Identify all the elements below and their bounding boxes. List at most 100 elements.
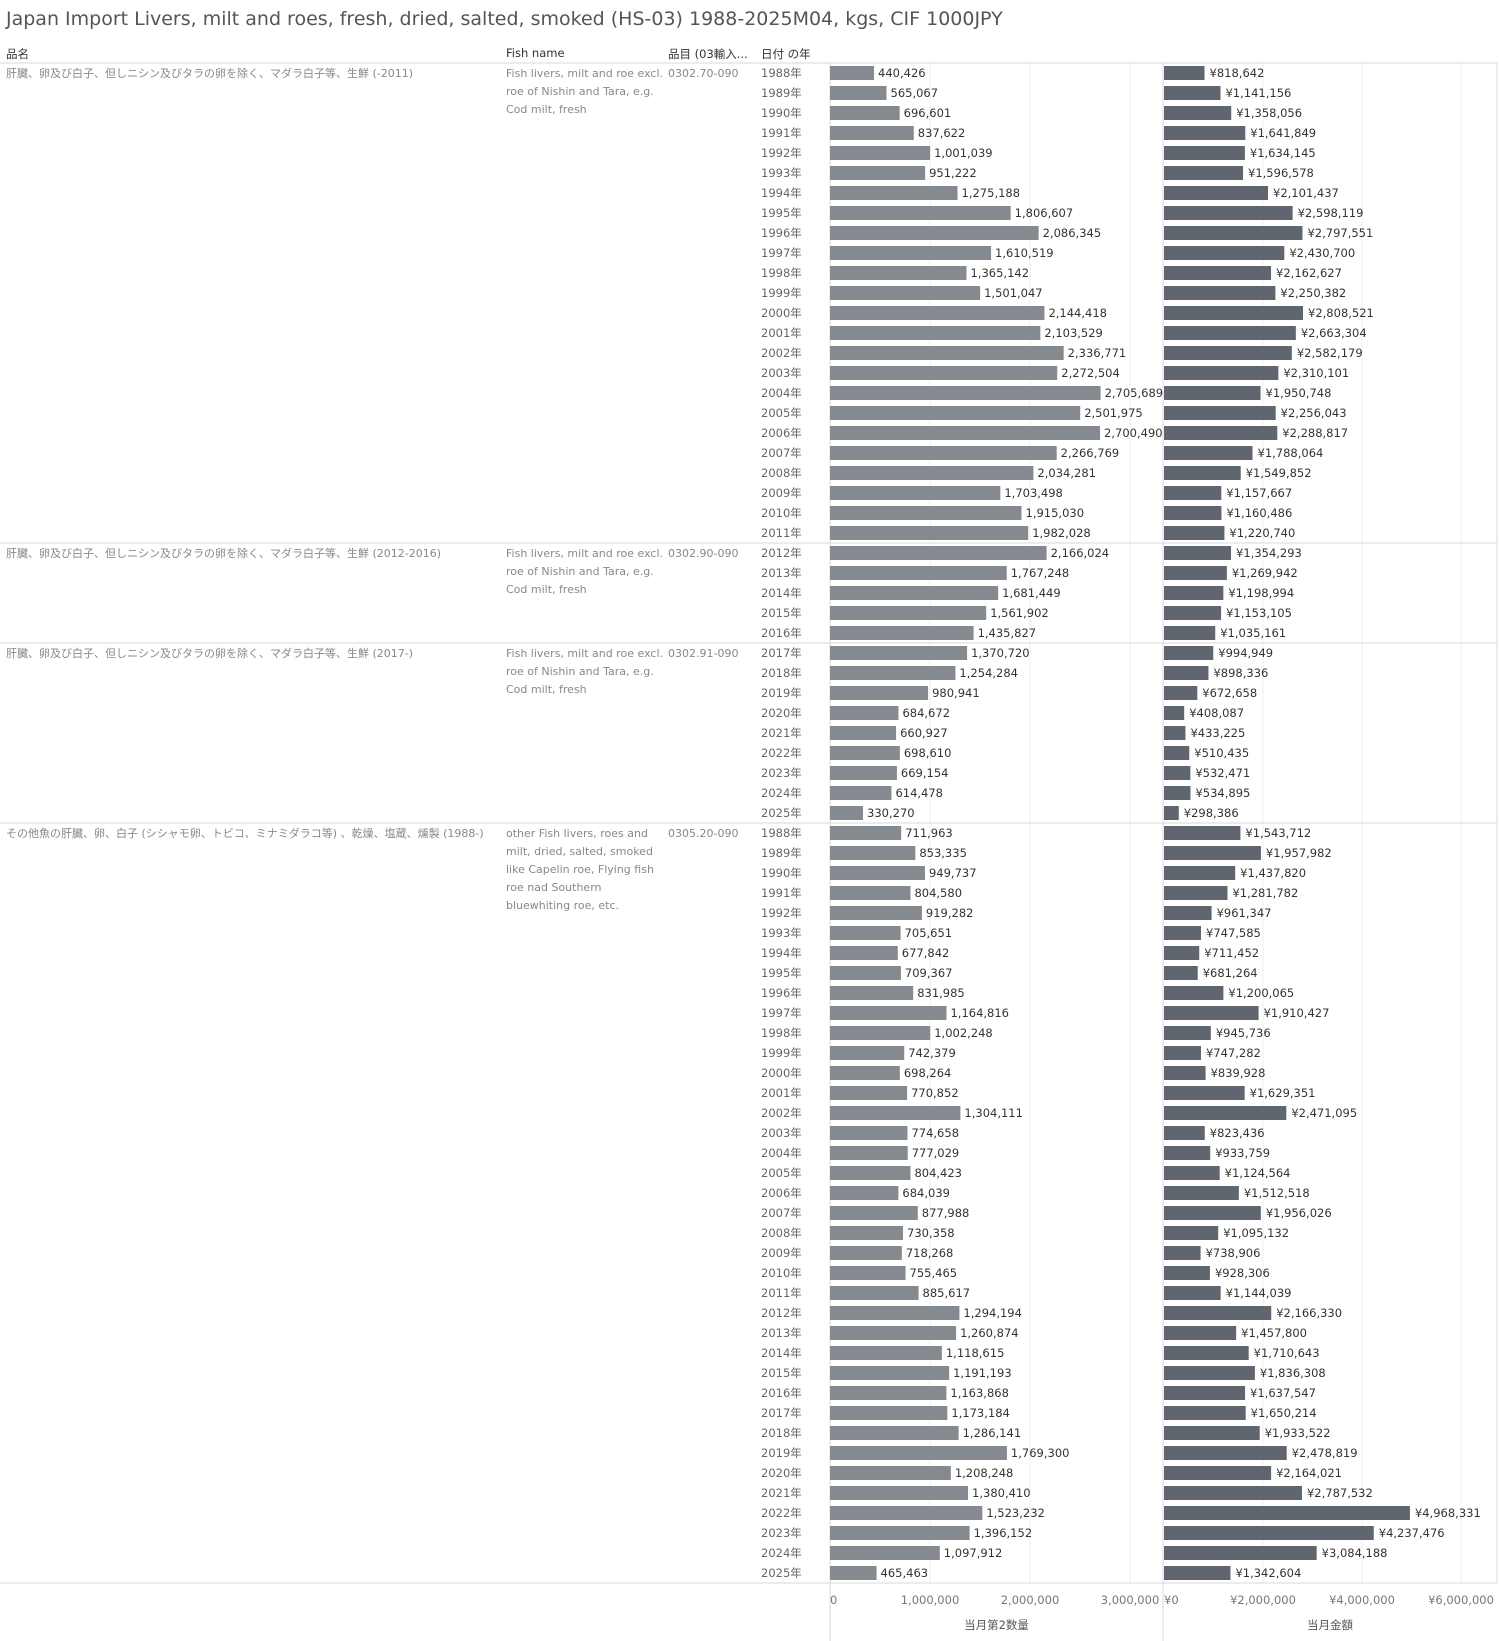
value-bar[interactable]	[1164, 206, 1293, 220]
value-bar[interactable]	[1164, 1346, 1249, 1360]
value-bar[interactable]	[1164, 726, 1186, 740]
quantity-bar[interactable]	[830, 826, 902, 840]
value-bar[interactable]	[1164, 246, 1285, 260]
quantity-bar[interactable]	[830, 706, 899, 720]
value-bar[interactable]	[1164, 1326, 1237, 1340]
quantity-bar[interactable]	[830, 946, 898, 960]
value-bar[interactable]	[1164, 1466, 1272, 1480]
quantity-bar[interactable]	[830, 386, 1101, 400]
quantity-bar[interactable]	[830, 1266, 906, 1280]
value-bar[interactable]	[1164, 1266, 1210, 1280]
quantity-bar[interactable]	[830, 546, 1047, 560]
value-bar[interactable]	[1164, 1126, 1205, 1140]
value-bar[interactable]	[1164, 686, 1198, 700]
quantity-bar[interactable]	[830, 1146, 908, 1160]
value-bar[interactable]	[1164, 1506, 1410, 1520]
value-bar[interactable]	[1164, 706, 1185, 720]
quantity-bar[interactable]	[830, 986, 914, 1000]
quantity-bar[interactable]	[830, 1046, 905, 1060]
value-bar[interactable]	[1164, 1306, 1272, 1320]
quantity-bar[interactable]	[830, 106, 900, 120]
value-bar[interactable]	[1164, 946, 1200, 960]
quantity-bar[interactable]	[830, 1246, 902, 1260]
quantity-bar[interactable]	[830, 1166, 911, 1180]
quantity-bar[interactable]	[830, 426, 1101, 440]
quantity-bar[interactable]	[830, 246, 992, 260]
quantity-bar[interactable]	[830, 866, 925, 880]
value-bar[interactable]	[1164, 1186, 1239, 1200]
quantity-bar[interactable]	[830, 606, 987, 620]
value-bar[interactable]	[1164, 886, 1228, 900]
value-bar[interactable]	[1164, 1226, 1219, 1240]
quantity-bar[interactable]	[830, 1366, 950, 1380]
quantity-bar[interactable]	[830, 646, 968, 660]
value-bar[interactable]	[1164, 1166, 1220, 1180]
value-bar[interactable]	[1164, 1426, 1260, 1440]
quantity-bar[interactable]	[830, 1426, 959, 1440]
value-bar[interactable]	[1164, 906, 1212, 920]
value-bar[interactable]	[1164, 1566, 1231, 1580]
quantity-bar[interactable]	[830, 966, 901, 980]
value-bar[interactable]	[1164, 1446, 1287, 1460]
value-bar[interactable]	[1164, 366, 1279, 380]
value-bar[interactable]	[1164, 606, 1222, 620]
value-bar[interactable]	[1164, 1146, 1211, 1160]
value-bar[interactable]	[1164, 1546, 1317, 1560]
quantity-bar[interactable]	[830, 406, 1081, 420]
value-bar[interactable]	[1164, 1086, 1245, 1100]
quantity-bar[interactable]	[830, 1086, 908, 1100]
value-bar[interactable]	[1164, 286, 1276, 300]
quantity-bar[interactable]	[830, 1006, 947, 1020]
header-year[interactable]: 日付 の年	[761, 47, 811, 61]
value-bar[interactable]	[1164, 846, 1261, 860]
quantity-bar[interactable]	[830, 66, 875, 80]
quantity-bar[interactable]	[830, 746, 900, 760]
value-bar[interactable]	[1164, 626, 1216, 640]
quantity-bar[interactable]	[830, 1026, 931, 1040]
quantity-bar[interactable]	[830, 1486, 969, 1500]
value-bar[interactable]	[1164, 386, 1261, 400]
value-bar[interactable]	[1164, 586, 1224, 600]
value-bar[interactable]	[1164, 306, 1304, 320]
quantity-bar[interactable]	[830, 1406, 948, 1420]
quantity-bar[interactable]	[830, 926, 901, 940]
quantity-bar[interactable]	[830, 726, 897, 740]
quantity-bar[interactable]	[830, 186, 958, 200]
quantity-bar[interactable]	[830, 466, 1034, 480]
quantity-bar[interactable]	[830, 146, 931, 160]
value-bar[interactable]	[1164, 1286, 1221, 1300]
value-bar[interactable]	[1164, 826, 1241, 840]
value-bar[interactable]	[1164, 986, 1224, 1000]
quantity-bar[interactable]	[830, 786, 892, 800]
quantity-bar[interactable]	[830, 206, 1011, 220]
quantity-bar[interactable]	[830, 166, 926, 180]
value-bar[interactable]	[1164, 1206, 1261, 1220]
quantity-bar[interactable]	[830, 1566, 877, 1580]
value-bar[interactable]	[1164, 746, 1190, 760]
value-bar[interactable]	[1164, 86, 1221, 100]
quantity-bar[interactable]	[830, 1206, 918, 1220]
value-bar[interactable]	[1164, 806, 1179, 820]
value-bar[interactable]	[1164, 666, 1209, 680]
quantity-bar[interactable]	[830, 526, 1029, 540]
quantity-bar[interactable]	[830, 1446, 1007, 1460]
value-bar[interactable]	[1164, 1366, 1255, 1380]
quantity-bar[interactable]	[830, 626, 974, 640]
value-bar[interactable]	[1164, 1526, 1374, 1540]
value-bar[interactable]	[1164, 1246, 1201, 1260]
quantity-bar[interactable]	[830, 806, 864, 820]
header-hs-code[interactable]: 品目 (03輸入...	[668, 47, 748, 61]
value-bar[interactable]	[1164, 1406, 1246, 1420]
quantity-bar[interactable]	[830, 1126, 908, 1140]
value-bar[interactable]	[1164, 486, 1222, 500]
quantity-bar[interactable]	[830, 1466, 951, 1480]
header-fish-name[interactable]: Fish name	[506, 46, 565, 60]
quantity-bar[interactable]	[830, 1546, 940, 1560]
value-bar[interactable]	[1164, 506, 1222, 520]
quantity-bar[interactable]	[830, 266, 967, 280]
value-bar[interactable]	[1164, 1046, 1201, 1060]
quantity-bar[interactable]	[830, 326, 1041, 340]
value-bar[interactable]	[1164, 466, 1241, 480]
value-bar[interactable]	[1164, 226, 1303, 240]
value-bar[interactable]	[1164, 1486, 1302, 1500]
